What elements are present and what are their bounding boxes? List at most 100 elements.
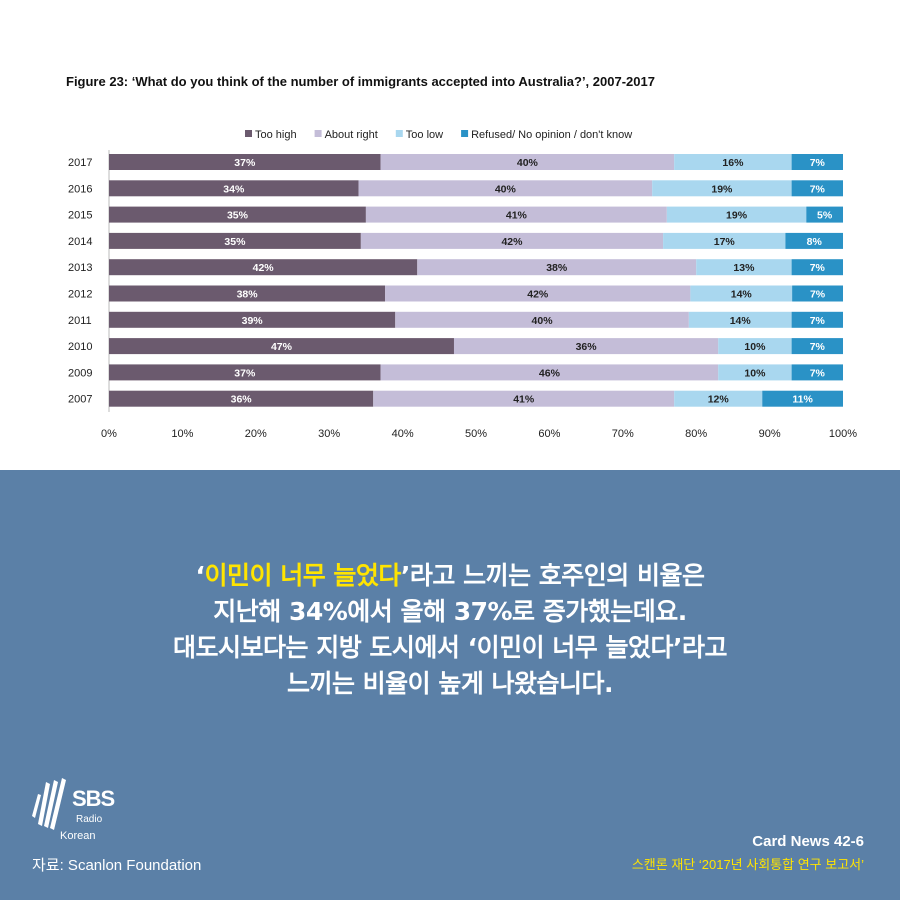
data-label: 14% (730, 315, 752, 327)
bar-segment (417, 259, 697, 276)
data-label: 47% (271, 341, 293, 353)
bar-segment (380, 154, 675, 170)
bar-segment (109, 232, 361, 249)
x-tick-label: 20% (245, 428, 267, 440)
bar-segment (785, 232, 843, 249)
bar-segment (791, 180, 843, 197)
bar-segment (385, 285, 691, 302)
data-label: 37% (234, 157, 256, 169)
bar-segment (395, 311, 689, 328)
y-tick-label: 2010 (68, 341, 92, 353)
x-tick-label: 30% (318, 428, 340, 440)
x-tick-label: 80% (685, 428, 707, 440)
data-label: 10% (744, 367, 766, 379)
y-tick-label: 2015 (68, 210, 92, 222)
logo-lang: Korean (60, 830, 96, 842)
bar-segment (453, 338, 719, 355)
bar-segment (762, 390, 843, 407)
x-tick-label: 100% (829, 428, 857, 440)
bar-segment (109, 311, 396, 328)
y-tick-label: 2009 (68, 367, 92, 379)
data-label: 12% (708, 394, 730, 406)
stacked-bar-chart: Too high About right Too low Refused/ No op… (68, 129, 857, 440)
bar-segment (663, 232, 786, 249)
bar-segment (373, 390, 675, 407)
bar-segment (109, 180, 359, 197)
data-label: 42% (527, 289, 549, 301)
data-label: 5% (817, 210, 833, 222)
data-label: 42% (253, 262, 275, 274)
data-label: 7% (810, 315, 826, 327)
data-label: 41% (513, 394, 535, 406)
legend-swatch (314, 130, 322, 137)
bar-segment (674, 154, 792, 170)
x-tick-label: 90% (759, 428, 781, 440)
data-label: 7% (810, 183, 826, 195)
data-label: 40% (495, 183, 517, 195)
data-label: 7% (810, 341, 826, 353)
sbs-mandarin-icon (32, 778, 66, 830)
data-label: 34% (223, 183, 245, 195)
data-label: 10% (744, 341, 766, 353)
bar-segment (791, 364, 843, 381)
bar-segment (652, 180, 792, 197)
y-tick-label: 2013 (68, 262, 92, 274)
bar-segment (791, 259, 843, 276)
bar-segment (791, 311, 843, 328)
y-tick-label: 2012 (68, 289, 92, 301)
data-label: 19% (711, 183, 733, 195)
legend-label: Too low (406, 129, 443, 141)
bar-segment (791, 154, 843, 170)
data-label: 17% (714, 236, 736, 248)
x-tick-label: 70% (612, 428, 634, 440)
bar-segment (358, 180, 653, 197)
y-tick-label: 2014 (68, 236, 92, 248)
data-label: 16% (722, 157, 744, 169)
data-label: 11% (792, 394, 813, 406)
y-tick-label: 2011 (68, 315, 92, 327)
x-tick-label: 50% (465, 428, 487, 440)
bar-segment (718, 338, 792, 355)
data-label: 7% (810, 289, 826, 301)
data-label: 8% (807, 236, 823, 248)
data-label: 46% (539, 367, 561, 379)
data-label: 35% (227, 210, 249, 222)
quote-open: ‘ (195, 561, 205, 590)
highlight-text: 이민이 너무 늘었다 (204, 561, 401, 590)
bar-segment (365, 206, 667, 223)
bar-segment (718, 364, 792, 381)
x-tick-label: 40% (392, 428, 414, 440)
data-label: 40% (532, 315, 554, 327)
chart-title: Figure 23: ‘What do you think of the num… (66, 74, 655, 89)
headline-message: ‘이민이 너무 늘었다’라고 느끼는 호주인의 비율은 지난해 34%에서 올해… (0, 558, 900, 702)
x-tick-label: 0% (101, 428, 117, 440)
data-label: 39% (242, 315, 264, 327)
legend-label: About right (325, 129, 378, 141)
bar-segment (666, 206, 807, 223)
bar-segment (360, 232, 664, 249)
legend-label: Too high (255, 129, 297, 141)
data-label: 13% (733, 262, 755, 274)
x-tick-label: 10% (171, 428, 193, 440)
x-tick-label: 60% (538, 428, 560, 440)
bar-segment (688, 311, 792, 328)
bar-segment (806, 206, 843, 223)
bar-segment (109, 206, 366, 223)
bar-segment (792, 285, 843, 302)
legend-swatch (245, 130, 252, 137)
bar-segment (674, 390, 763, 407)
data-label: 38% (546, 262, 568, 274)
legend-label: Refused/ No opinion / don't know (471, 129, 632, 141)
y-tick-label: 2016 (68, 183, 92, 195)
logo-sub: Radio (76, 814, 103, 825)
bar-segment (109, 390, 374, 407)
text-panel (0, 470, 900, 900)
data-label: 37% (234, 367, 256, 379)
data-label: 14% (731, 289, 753, 301)
chart-panel: Figure 23: ‘What do you think of the num… (66, 74, 858, 440)
data-label: 7% (810, 367, 826, 379)
bar-segment (109, 154, 381, 170)
legend-swatch (395, 130, 403, 137)
data-label: 36% (231, 394, 253, 406)
legend-swatch (461, 130, 469, 137)
